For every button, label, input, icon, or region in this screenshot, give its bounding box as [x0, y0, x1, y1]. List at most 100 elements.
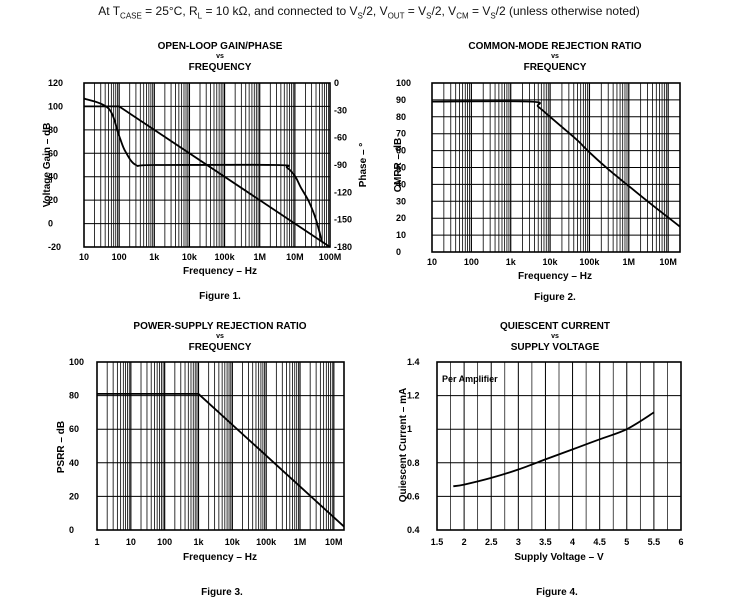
series-line-primary: [84, 105, 331, 248]
y-tick-label: 20: [69, 491, 79, 501]
x-tick-label: 100: [112, 252, 127, 262]
fig3-title: POWER-SUPPLY REJECTION RATIO: [133, 321, 306, 332]
series-line-primary: [453, 411, 655, 488]
y-tick-label: 0.4: [407, 525, 420, 535]
x-tick-label: 5.5: [648, 537, 661, 547]
x-tick-label: 1k: [149, 252, 160, 262]
fig4-plot: 1.5 2 2.5 3 3.5 4 4.5 5 5.5 6 1.4 1.2 1 0.8 0.6 0.4: [407, 357, 684, 547]
fig3-vs: vs: [216, 333, 224, 340]
y-tick-label: 80: [48, 125, 58, 135]
series-line-primary: [431, 100, 681, 228]
fig1-subtitle: FREQUENCY: [189, 62, 252, 73]
fig3-caption: Figure 3.: [201, 587, 243, 598]
y-tick-label: 30: [396, 196, 406, 206]
fig4-vs: vs: [551, 333, 559, 340]
x-tick-label: 4.5: [593, 537, 606, 547]
x-tick-label: 10k: [182, 252, 198, 262]
x-tick-label: 1k: [506, 257, 517, 267]
fig4-subtitle: SUPPLY VOLTAGE: [511, 342, 600, 353]
fig2-plot: 10 100 1k 10k 100k 1M 10M100908070605040302010…: [396, 78, 681, 267]
y-tick-label: 20: [48, 195, 58, 205]
y-tick-label: 60: [69, 424, 79, 434]
fig1-plot: 10 100 1k 10k 100k 1M 10M 100M 120 100 80 60 40 20 0 -2…: [48, 78, 352, 262]
series-line-phase: [83, 97, 324, 243]
fig1-caption: Figure 1.: [199, 291, 241, 302]
fig3-ylabel: PSRR – dB: [56, 421, 67, 473]
x-tick-label: 100k: [256, 537, 277, 547]
y-tick-label: 40: [396, 179, 406, 189]
y-tick-label: 1.2: [407, 391, 420, 401]
plot-frame: [431, 82, 681, 253]
y-tick-label: -20: [48, 242, 61, 252]
y-tick-label: 50: [396, 163, 406, 173]
x-tick-label: 10: [79, 252, 89, 262]
y-tick-label: 10: [396, 230, 406, 240]
fig1-ylabel: Voltage Gain – dB: [42, 123, 53, 208]
x-tick-label: 1.5: [431, 537, 444, 547]
y-tick-label: 1: [407, 424, 412, 434]
x-tick-label: 3: [516, 537, 521, 547]
y-tick-label: 80: [69, 391, 79, 401]
x-tick-label: 10M: [659, 257, 677, 267]
x-tick-label: 1: [94, 537, 99, 547]
fig2-subtitle: FREQUENCY: [524, 62, 587, 73]
fig2-caption: Figure 2.: [534, 292, 576, 303]
x-tick-label: 10: [126, 537, 136, 547]
y-tick-label: 100: [396, 78, 411, 88]
plot-frame: [436, 361, 682, 531]
x-tick-label: 100: [464, 257, 479, 267]
x-tick-label: 1M: [253, 252, 266, 262]
conditions-header: At TCASE = 25°C, RL = 10 kΩ, and connect…: [98, 4, 640, 21]
x-tick-label: 10M: [286, 252, 304, 262]
fig2-vs: vs: [551, 53, 559, 60]
y-tick-label: 100: [69, 357, 84, 367]
fig2-xlabel: Frequency – Hz: [518, 271, 592, 282]
fig3-subtitle: FREQUENCY: [189, 342, 252, 353]
y2-tick-label: 0: [334, 78, 339, 88]
y2-tick-label: -120: [334, 187, 352, 197]
x-tick-label: 2: [462, 537, 467, 547]
y-tick-label: 0.6: [407, 491, 420, 501]
y-tick-label: 90: [396, 95, 406, 105]
fig1-y2label: Phase – °: [358, 143, 369, 188]
fig2-title: COMMON-MODE REJECTION RATIO: [468, 41, 641, 52]
x-tick-label: 3.5: [539, 537, 552, 547]
x-tick-label: 1M: [294, 537, 307, 547]
y2-tick-label: -180: [334, 242, 352, 252]
y2-tick-label: -150: [334, 215, 352, 225]
y-tick-label: 40: [48, 172, 58, 182]
x-tick-label: 5: [624, 537, 629, 547]
x-tick-label: 10k: [225, 537, 241, 547]
x-tick-label: 100k: [579, 257, 600, 267]
fig4-title: QUIESCENT CURRENT: [500, 321, 610, 332]
y-tick-label: 60: [396, 146, 406, 156]
x-tick-label: 1k: [193, 537, 204, 547]
x-tick-label: 2.5: [485, 537, 498, 547]
y-tick-label: 100: [48, 101, 63, 111]
x-tick-label: 6: [678, 537, 683, 547]
x-tick-label: 100: [157, 537, 172, 547]
x-tick-label: 10k: [543, 257, 559, 267]
figure-4: QUIESCENT CURRENT vs SUPPLY VOLTAGE 1.5 2…: [398, 321, 684, 598]
series-line-primary: [97, 393, 345, 528]
x-tick-label: 10M: [325, 537, 343, 547]
y-tick-label: 80: [396, 112, 406, 122]
y-tick-label: 60: [48, 148, 58, 158]
y-tick-label: 20: [396, 213, 406, 223]
plot-frame: [83, 82, 331, 248]
x-tick-label: 100k: [215, 252, 236, 262]
fig1-vs: vs: [216, 53, 224, 60]
y-tick-label: 0: [396, 247, 401, 257]
plot-frame: [96, 361, 345, 531]
fig4-caption: Figure 4.: [536, 587, 578, 598]
y-tick-label: 0: [48, 219, 53, 229]
figure-2: COMMON-MODE REJECTION RATIO vs FREQUENCY…: [393, 41, 681, 303]
x-tick-label: 4: [570, 537, 575, 547]
fig1-title: OPEN-LOOP GAIN/PHASE: [158, 41, 283, 52]
y-tick-label: 0: [69, 525, 74, 535]
fig3-xlabel: Frequency – Hz: [183, 552, 257, 563]
fig4-annotation: Per Amplifier: [442, 374, 498, 384]
fig2-ylabel: CMRR – dB: [393, 138, 404, 192]
figure-1: OPEN-LOOP GAIN/PHASE vs FREQUENCY 10 100 1…: [42, 41, 369, 302]
